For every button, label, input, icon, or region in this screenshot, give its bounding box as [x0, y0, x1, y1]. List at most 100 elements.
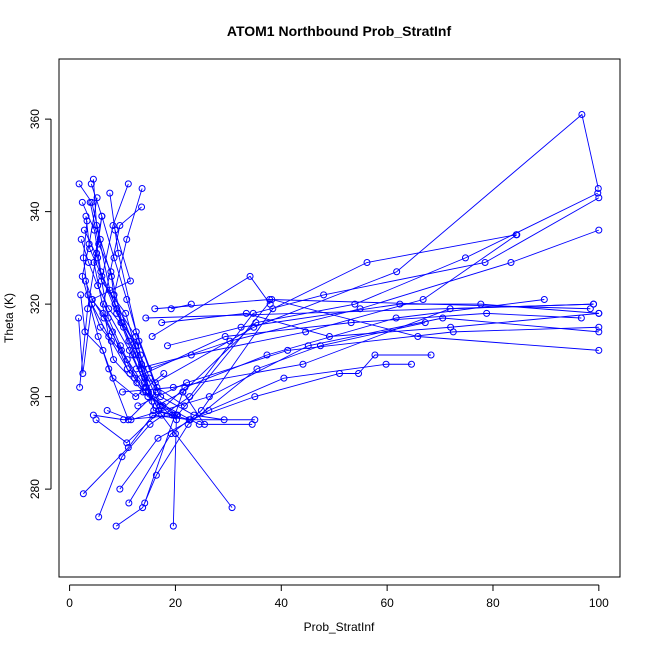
data-point	[168, 411, 176, 419]
plot-frame	[58, 58, 621, 578]
series-line	[81, 202, 205, 425]
data-point	[151, 305, 159, 313]
series-line	[119, 363, 412, 490]
data-point	[187, 300, 195, 308]
data-point	[132, 393, 140, 401]
data-point	[118, 319, 126, 327]
data-point	[439, 314, 447, 322]
x-axis-label: Prob_StratInf	[304, 620, 375, 634]
data-point	[77, 235, 85, 243]
data-point	[79, 370, 87, 377]
data-point	[150, 407, 158, 414]
data-point	[79, 254, 87, 262]
data-point	[123, 235, 131, 243]
series-line	[151, 275, 271, 337]
series-7	[79, 351, 435, 498]
series-39	[86, 198, 156, 405]
data-point	[142, 314, 150, 322]
data-point	[124, 444, 132, 451]
data-point	[250, 323, 258, 331]
data-point	[126, 277, 134, 285]
data-point	[114, 249, 122, 257]
series-line	[78, 302, 146, 388]
data-point	[167, 305, 175, 313]
data-point	[98, 212, 106, 220]
data-point	[77, 291, 85, 299]
data-point	[481, 259, 489, 266]
data-point	[299, 360, 307, 368]
data-point	[595, 194, 603, 202]
data-point	[117, 346, 125, 354]
series-line	[78, 183, 225, 421]
data-point	[94, 254, 102, 262]
series-line	[136, 234, 518, 370]
data-point	[316, 342, 324, 350]
x-axis: 0 20 40 60 80 100	[66, 584, 609, 610]
data-point	[82, 212, 90, 220]
data-point	[97, 277, 105, 285]
data-point	[125, 346, 133, 354]
series-26	[144, 226, 603, 373]
data-point	[284, 346, 292, 354]
series-40	[87, 180, 162, 396]
data-point	[75, 314, 83, 322]
data-point	[320, 291, 328, 299]
series-line	[95, 299, 545, 444]
data-point	[251, 393, 259, 401]
data-point	[135, 337, 143, 345]
data-point	[99, 300, 107, 308]
series-23	[148, 272, 274, 340]
data-point	[109, 374, 117, 382]
data-point	[248, 420, 256, 428]
data-point	[100, 314, 108, 322]
data-point	[123, 296, 131, 303]
data-point	[148, 333, 156, 340]
x-tick-label: 0	[66, 596, 73, 610]
x-tick-label: 100	[589, 596, 609, 610]
data-point	[138, 185, 146, 192]
data-point	[152, 471, 160, 479]
data-point	[595, 346, 603, 354]
data-point	[116, 485, 124, 493]
data-point	[483, 309, 491, 317]
series-21	[158, 309, 603, 340]
data-point	[351, 300, 359, 308]
series-line	[137, 326, 599, 407]
data-point	[280, 374, 288, 382]
series-line	[161, 312, 599, 337]
data-point	[132, 328, 140, 336]
data-point	[88, 296, 96, 303]
data-point	[107, 337, 115, 345]
data-point	[87, 180, 95, 188]
series-line	[134, 312, 582, 379]
data-point	[133, 379, 141, 387]
data-point	[392, 314, 400, 322]
series-24	[167, 300, 195, 313]
data-point	[160, 370, 168, 377]
data-point	[170, 411, 178, 419]
data-point	[142, 388, 150, 396]
data-point	[246, 272, 254, 280]
data-point	[263, 351, 271, 359]
series-22	[164, 300, 603, 350]
data-point	[419, 296, 427, 303]
data-point	[595, 323, 603, 331]
data-point	[447, 323, 455, 331]
data-point	[195, 420, 203, 428]
series-37	[79, 217, 134, 377]
x-tick-label: 40	[275, 596, 289, 610]
data-point	[90, 259, 98, 266]
data-point	[86, 245, 94, 253]
data-point	[513, 231, 521, 239]
x-tick-label: 60	[380, 596, 394, 610]
data-point	[83, 217, 91, 225]
data-point	[158, 319, 166, 327]
data-point	[111, 226, 119, 234]
series-line	[102, 206, 145, 383]
y-tick-label: 320	[28, 294, 42, 314]
data-point	[79, 490, 87, 498]
series-line	[82, 220, 131, 374]
data-point	[181, 383, 189, 391]
